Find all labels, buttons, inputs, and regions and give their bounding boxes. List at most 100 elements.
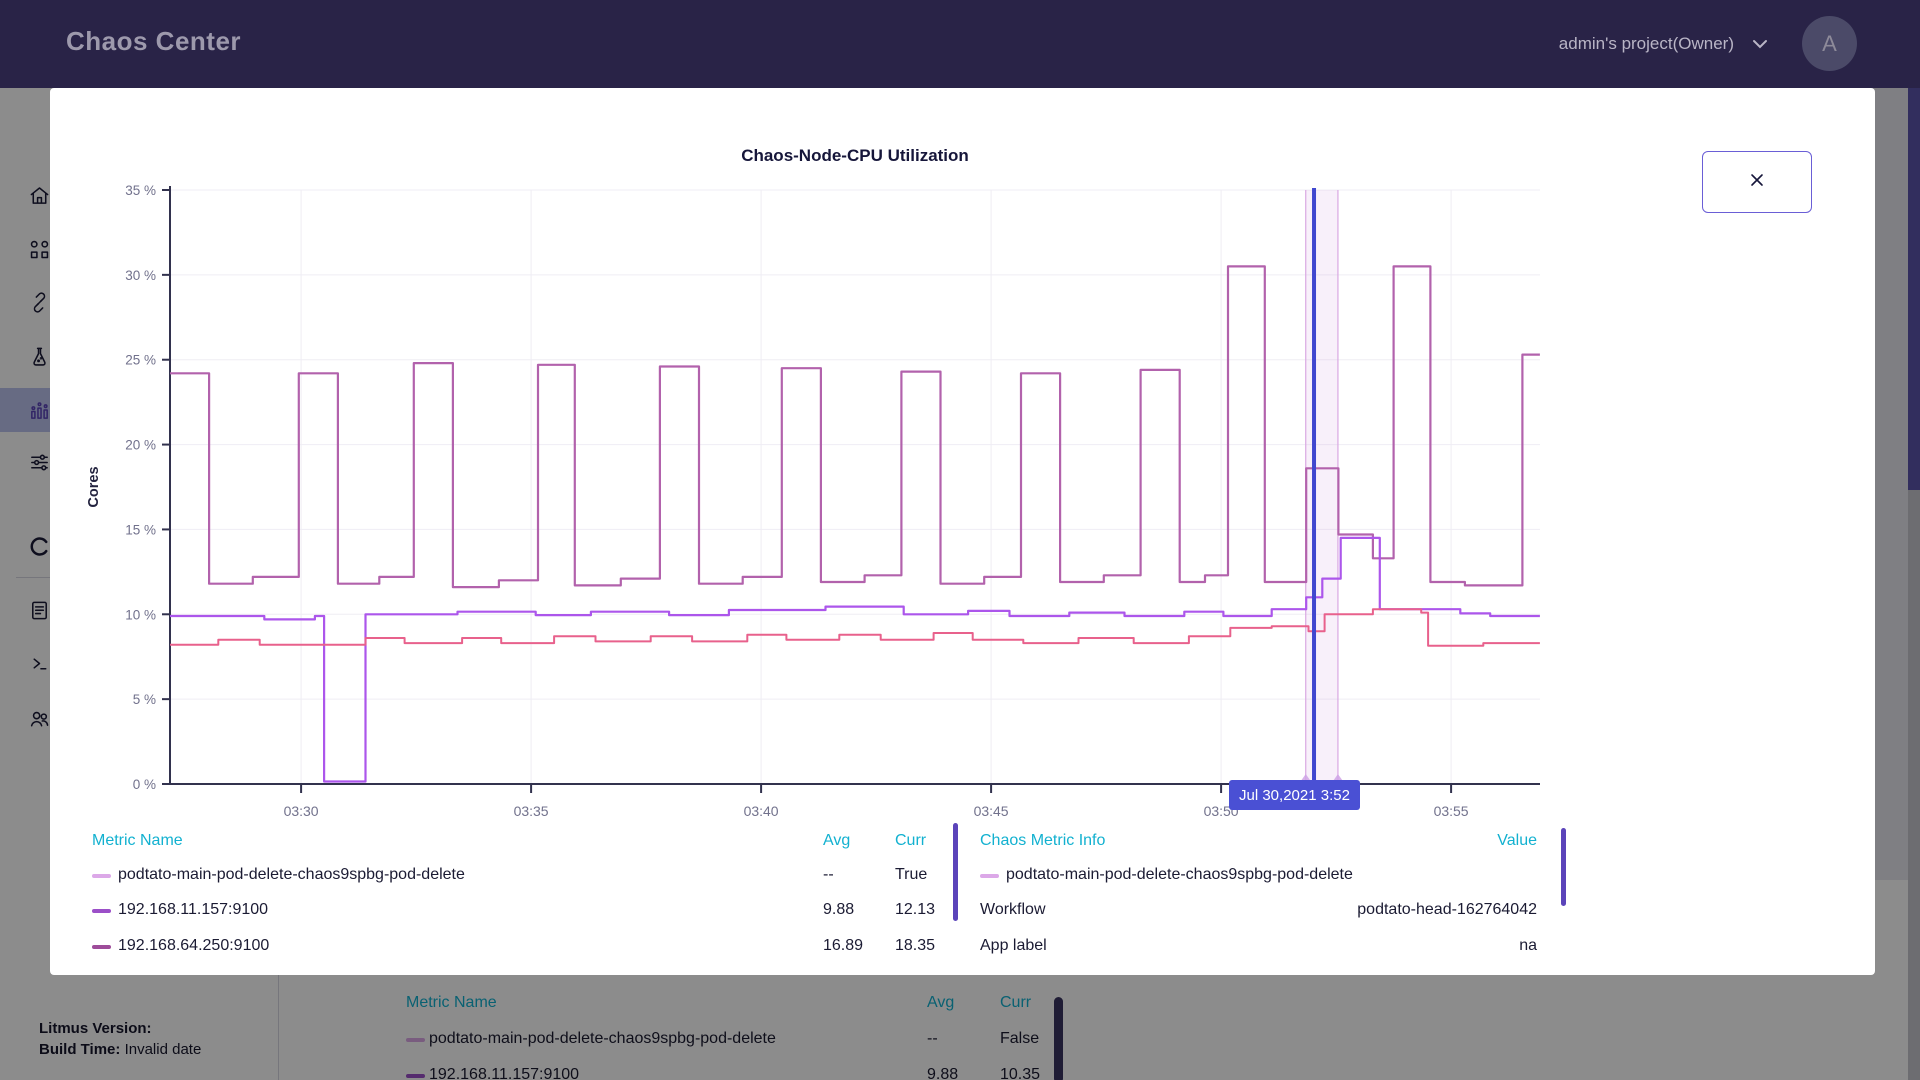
app-title: Chaos Center xyxy=(66,26,242,56)
chart-tooltip: Jul 30,2021 3:52 xyxy=(1229,780,1360,810)
y-tick-label: 0 % xyxy=(133,777,156,792)
sidebar-footer: Litmus Version: Build Time: Invalid date xyxy=(39,1018,201,1060)
close-icon xyxy=(1749,172,1765,193)
legend-chaos-info-table[interactable]: Chaos Metric Info Value podtato-main-pod-d… xyxy=(980,832,1537,962)
legend-header-avg: Avg xyxy=(823,832,851,849)
y-tick-label: 25 % xyxy=(125,353,156,368)
chaos-info-value: podtato-head-162764042 xyxy=(1357,901,1537,918)
x-tick-label: 03:30 xyxy=(284,803,319,819)
sliders-icon xyxy=(31,454,48,470)
x-tick-label: 03:40 xyxy=(744,803,779,819)
series-swatch xyxy=(92,945,111,949)
chaos-info-name: App label xyxy=(980,937,1047,954)
sidebar-item-litmus[interactable] xyxy=(0,524,278,568)
legend-left-scrollbar[interactable] xyxy=(953,823,958,921)
bg-table-header: Metric Name Avg Curr xyxy=(406,994,1106,1016)
project-selector[interactable]: admin's project(Owner) xyxy=(1559,0,1768,88)
legend-metric-name: podtato-main-pod-delete-chaos9spbg-pod-d… xyxy=(118,866,465,883)
home-icon xyxy=(30,186,49,204)
chaos-info-row[interactable]: podtato-main-pod-delete-chaos9spbg-pod-d… xyxy=(980,866,1537,888)
x-tick-label: 03:45 xyxy=(974,803,1009,819)
chaos-info-name: Workflow xyxy=(980,901,1046,918)
chaos-info-row[interactable]: Workflow podtato-head-162764042 xyxy=(980,901,1537,923)
community-icon xyxy=(30,711,49,726)
sidebar-item-settings[interactable] xyxy=(0,440,278,484)
legend-header-curr: Curr xyxy=(895,832,927,849)
top-header-bar: Chaos Center admin's project(Owner) A xyxy=(0,0,1920,88)
x-tick-label: 03:55 xyxy=(1434,803,1469,819)
litmus-logo-icon xyxy=(30,536,48,556)
legend-metric-name: 192.168.11.157:9100 xyxy=(118,901,269,918)
legend-metric-avg: 16.89 xyxy=(823,937,864,954)
legend-metric-avg: 9.88 xyxy=(823,901,855,918)
cpu-utilization-chart[interactable]: 0 % 5 % 10 % 15 % 20 % 25 % 30 % 35 % 03:30 03:35… xyxy=(60,140,1600,830)
analytics-icon xyxy=(31,401,48,419)
series-swatch xyxy=(980,874,999,878)
legend-metric-curr: 18.35 xyxy=(895,937,936,954)
x-tick-label: 03:35 xyxy=(514,803,549,819)
series-swatch xyxy=(406,1074,425,1078)
avatar-initial: A xyxy=(1822,30,1837,56)
bg-metric-avg: -- xyxy=(927,1030,938,1047)
bg-metric-name: podtato-main-pod-delete-chaos9spbg-pod-d… xyxy=(429,1030,776,1047)
avatar[interactable]: A xyxy=(1802,16,1857,71)
y-tick-label: 10 % xyxy=(125,607,156,622)
y-tick-label: 20 % xyxy=(125,438,156,453)
background-table-scrollbar[interactable] xyxy=(1054,997,1063,1080)
project-selector-label: admin's project(Owner) xyxy=(1558,34,1734,53)
chaos-info-value: na xyxy=(1519,937,1537,954)
flask-icon xyxy=(33,347,46,366)
chart-title: Chaos-Node-CPU Utilization xyxy=(741,146,969,165)
close-button[interactable] xyxy=(1702,151,1812,213)
series-line-192.168.64.250:9100 xyxy=(170,265,1540,589)
series-swatch xyxy=(92,909,111,913)
workflows-icon xyxy=(30,240,49,258)
sidebar-item-agents[interactable] xyxy=(0,280,278,324)
sidebar-item-docs[interactable] xyxy=(0,588,278,632)
legend-right-scrollbar[interactable] xyxy=(1561,828,1566,906)
chaos-info-row[interactable]: App label na xyxy=(980,937,1537,959)
chain-link-icon xyxy=(33,291,46,313)
sidebar-item-community[interactable] xyxy=(0,696,278,740)
page-scrollbar-thumb[interactable] xyxy=(1908,88,1920,490)
sidebar-item-workflows[interactable] xyxy=(0,227,278,271)
legend-left-header: Metric Name Avg Curr xyxy=(92,832,972,854)
build-time-value: Invalid date xyxy=(124,1041,202,1058)
legend-metric-curr: True xyxy=(895,866,928,883)
sidebar-item-home[interactable] xyxy=(0,173,278,217)
build-time-label: Build Time: xyxy=(39,1041,121,1058)
legend-metrics-table[interactable]: Metric Name Avg Curr podtato-main-pod-delet… xyxy=(92,832,972,962)
bg-header-curr: Curr xyxy=(1000,994,1032,1011)
bg-metric-avg: 9.88 xyxy=(927,1066,959,1080)
y-axis-label: Cores xyxy=(86,466,102,507)
y-tick-label: 35 % xyxy=(125,183,156,198)
y-tick-label: 30 % xyxy=(125,268,156,283)
cpu-utilization-modal: Chaos-Node-CPU Utilization 0 % 5 % 10 % 15 … xyxy=(50,88,1875,975)
legend-header-metric-name: Metric Name xyxy=(92,832,183,849)
legend-row[interactable]: 192.168.11.157:9100 9.88 12.13 xyxy=(92,901,972,923)
bg-header-avg: Avg xyxy=(927,994,955,1011)
chaos-info-name: podtato-main-pod-delete-chaos9spbg-pod-d… xyxy=(1006,866,1353,883)
series-swatch xyxy=(92,874,111,878)
chevron-down-icon xyxy=(1752,34,1768,54)
legend-row[interactable]: podtato-main-pod-delete-chaos9spbg-pod-d… xyxy=(92,866,972,888)
legend-metric-curr: 12.13 xyxy=(895,901,936,918)
sidebar-item-myhub[interactable] xyxy=(0,334,278,378)
legend-header-value: Value xyxy=(1497,832,1537,849)
bg-metric-curr: 10.35 xyxy=(1000,1066,1041,1080)
chaos-event-band xyxy=(1305,190,1338,784)
legend-header-chaos-metric-info: Chaos Metric Info xyxy=(980,832,1106,849)
bg-table-row: 192.168.11.157:9100 9.88 10.35 xyxy=(406,1066,1106,1080)
legend-metric-name: 192.168.64.250:9100 xyxy=(118,937,270,954)
series-swatch xyxy=(406,1038,425,1042)
series-line-unlabeled xyxy=(170,608,1540,647)
legend-right-header: Chaos Metric Info Value xyxy=(980,832,1537,854)
legend-row[interactable]: 192.168.64.250:9100 16.89 18.35 xyxy=(92,937,972,959)
sidebar-item-api[interactable] xyxy=(0,641,278,685)
y-tick-label: 5 % xyxy=(133,692,156,707)
series-line-192.168.11.157:9100 xyxy=(170,536,1540,783)
terminal-icon xyxy=(33,657,47,670)
bg-metric-name: 192.168.11.157:9100 xyxy=(429,1066,580,1080)
bg-header-metric-name: Metric Name xyxy=(406,994,497,1011)
